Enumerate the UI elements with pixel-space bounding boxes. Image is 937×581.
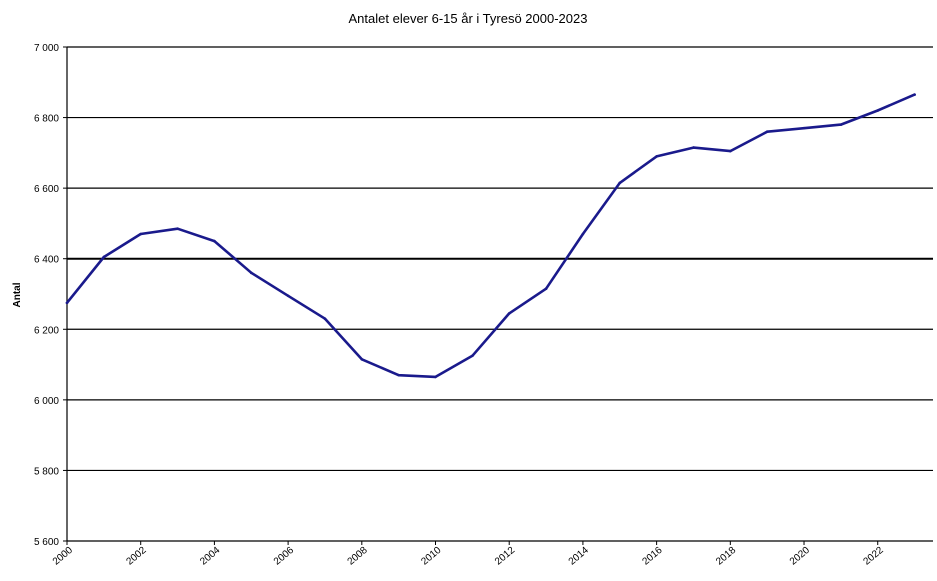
y-tick-label: 6 800 xyxy=(34,114,59,125)
data-point xyxy=(765,130,769,133)
y-axis-ticks: 5 600 5 800 6 000 6 200 6 400 6 600 6 800 7 000 xyxy=(34,43,67,548)
x-tick-label: 2002 xyxy=(125,545,149,568)
data-point xyxy=(618,181,622,185)
data-point xyxy=(802,126,806,130)
y-tick-label: 6 600 xyxy=(34,184,59,195)
data-point xyxy=(360,357,364,361)
x-tick-label: 2012 xyxy=(493,545,517,568)
series-line xyxy=(65,93,916,379)
x-tick-label: 2006 xyxy=(272,545,296,568)
data-point xyxy=(471,354,474,358)
series-group xyxy=(65,93,916,379)
x-axis-ticks: 2000 2002 2004 2006 2008 2010 2012 2014 2016 2018… xyxy=(51,541,886,568)
y-tick-label: 6 200 xyxy=(34,325,59,336)
data-point xyxy=(507,312,511,315)
data-point xyxy=(692,146,695,149)
x-tick-label: 2018 xyxy=(714,545,738,568)
data-point xyxy=(913,93,916,96)
data-point xyxy=(323,317,327,321)
x-tick-label: 2010 xyxy=(419,545,443,568)
chart-title: Antalet elever 6-15 år i Tyresö 2000-202… xyxy=(349,11,588,26)
data-point xyxy=(544,287,548,291)
y-axis-label: Antal xyxy=(12,282,23,307)
data-point xyxy=(729,149,732,153)
x-tick-label: 2004 xyxy=(198,545,222,568)
data-point xyxy=(65,301,69,305)
gridlines xyxy=(67,46,933,472)
x-tick-label: 2022 xyxy=(862,545,886,568)
data-point xyxy=(655,155,658,158)
x-tick-label: 2008 xyxy=(346,545,370,568)
x-tick-label: 2016 xyxy=(640,545,664,568)
data-point xyxy=(581,232,585,236)
data-point xyxy=(397,373,400,377)
x-tick-label: 2020 xyxy=(788,545,812,568)
axes xyxy=(66,47,933,542)
y-tick-label: 5 800 xyxy=(34,466,59,477)
data-point xyxy=(249,271,253,275)
data-point xyxy=(213,239,216,243)
data-point xyxy=(139,232,143,236)
x-tick-label: 2014 xyxy=(567,545,591,568)
y-tick-label: 6 000 xyxy=(34,396,59,407)
data-point xyxy=(839,123,843,126)
data-point xyxy=(176,227,179,231)
y-tick-label: 7 000 xyxy=(34,43,59,54)
x-tick-label: 2000 xyxy=(51,545,75,568)
data-point xyxy=(286,294,290,298)
y-tick-label: 6 400 xyxy=(34,255,59,266)
data-point xyxy=(102,255,106,259)
data-point xyxy=(876,109,880,112)
data-point xyxy=(434,375,437,379)
y-tick-label: 5 600 xyxy=(34,537,59,548)
